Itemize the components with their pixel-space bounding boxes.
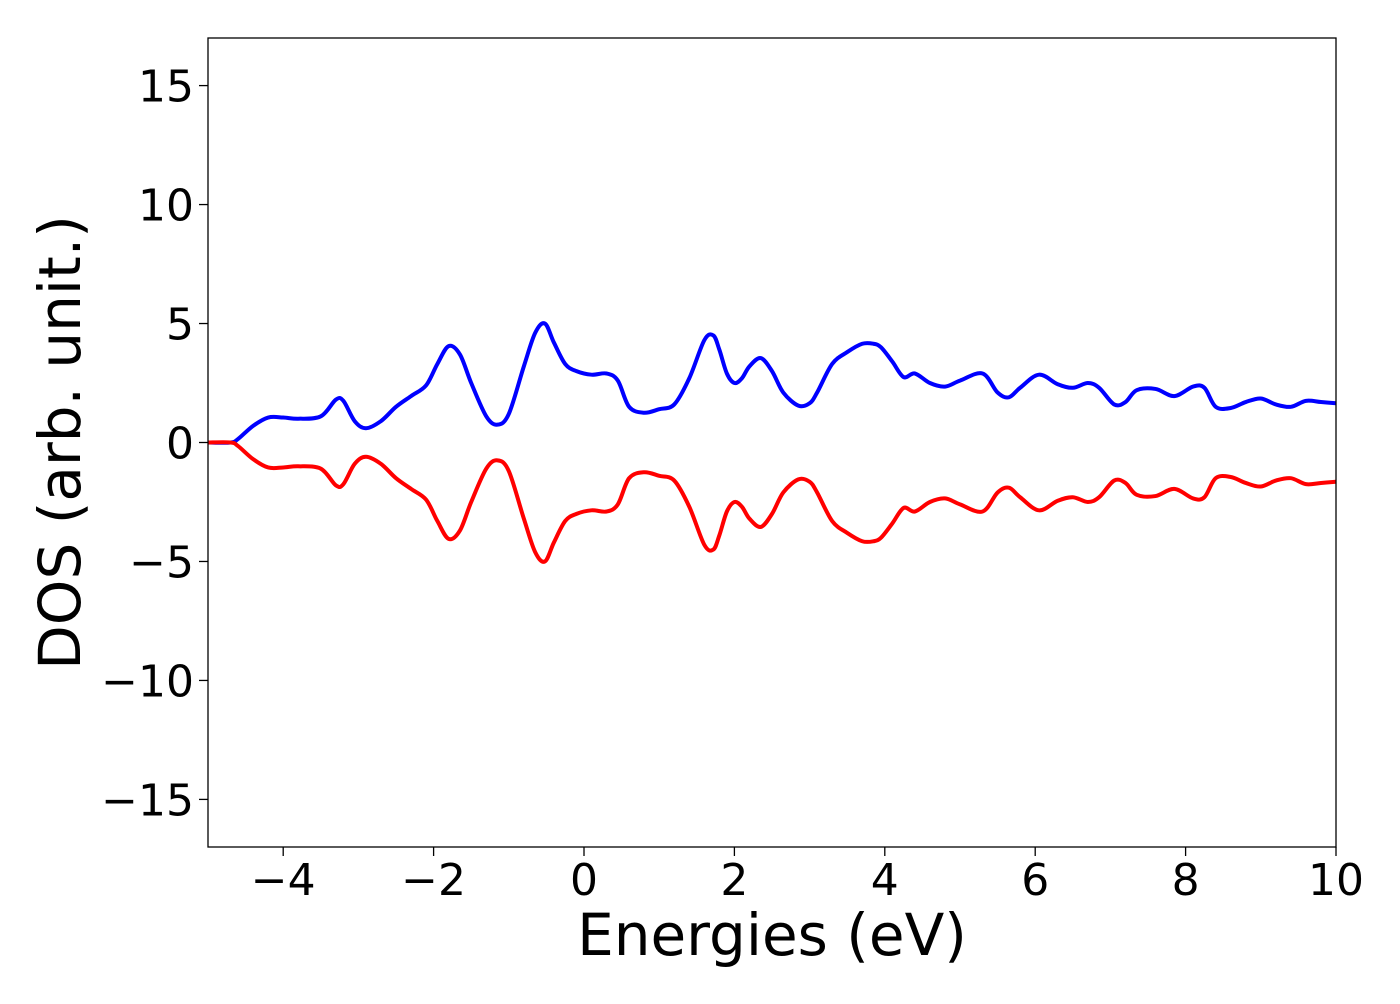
x-tick-label: 6 — [1021, 855, 1049, 906]
plot-frame — [207, 37, 1337, 848]
x-tick-label: 4 — [871, 855, 899, 906]
y-tick-label: 5 — [166, 300, 194, 351]
series-layer — [207, 321, 1337, 564]
x-axis-label: Energies (eV) — [577, 901, 967, 969]
x-tick-label: −2 — [401, 855, 466, 906]
y-tick-label: 0 — [166, 419, 194, 470]
x-tick-label: 8 — [1172, 855, 1200, 906]
series-line-1 — [207, 321, 1337, 445]
y-tick-label: 10 — [138, 181, 194, 232]
series-line-2 — [207, 440, 1337, 564]
y-axis-ticks: −15 −10 −5 0 5 10 15 — [101, 62, 208, 826]
x-tick-label: 10 — [1308, 855, 1364, 906]
y-tick-label: −10 — [101, 656, 194, 707]
x-tick-label: −4 — [251, 855, 316, 906]
y-tick-label: 15 — [138, 62, 194, 113]
x-tick-label: 0 — [570, 855, 598, 906]
x-tick-label: 2 — [720, 855, 748, 906]
x-axis-ticks: −4 −2 0 2 4 6 8 10 — [251, 847, 1364, 906]
y-tick-label: −5 — [129, 537, 194, 588]
y-tick-label: −15 — [101, 775, 194, 826]
y-axis-label: DOS (arb. unit.) — [26, 215, 94, 670]
